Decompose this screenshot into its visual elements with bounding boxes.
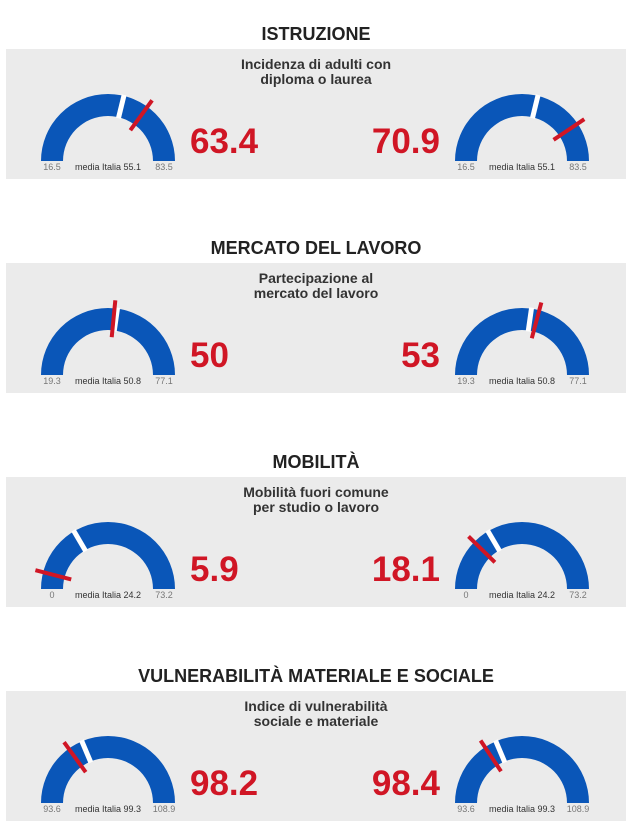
gauge-min-label: 93.6 [43, 804, 61, 814]
subtitle-line: diploma o laurea [260, 71, 372, 87]
gauge-needle [478, 739, 503, 773]
section-title: ISTRUZIONE [261, 24, 371, 44]
gauge-average-label: media Italia 24.2 [75, 590, 141, 600]
gauge-max-label: 73.2 [569, 590, 587, 600]
value-left: 50 [190, 336, 229, 375]
gauge-left: 93.6 media Italia 99.3 108.9 [41, 736, 175, 814]
gauge-panel: Indice di vulnerabilità sociale e materia… [6, 691, 626, 821]
gauge-max-label: 73.2 [155, 590, 173, 600]
average-marker [493, 739, 508, 764]
gauge-min-label: 19.3 [43, 376, 61, 386]
gauge-needle [34, 568, 72, 582]
gauge-needle [529, 302, 544, 339]
gauge-max-label: 77.1 [569, 376, 587, 386]
gauge-left: 19.3 media Italia 50.8 77.1 [41, 300, 175, 386]
gauge-average-label: media Italia 50.8 [75, 376, 141, 386]
subtitle-line: Partecipazione al [258, 270, 374, 286]
gauge-graphics: 93.6 media Italia 99.3 108.9 93.6 media Ital… [41, 736, 589, 814]
section-vulnerabilita: VULNERABILITÀ MATERIALE E SOCIALE Indice … [0, 663, 632, 823]
gauge-right: 0 media Italia 24.2 73.2 [455, 522, 589, 600]
subtitle-line: Mobilità fuori comune [243, 484, 389, 500]
gauge-right: 16.5 media Italia 55.1 83.5 [455, 94, 589, 172]
section-title: MERCATO DEL LAVORO [210, 238, 422, 258]
gauge-panel: Partecipazione al mercato del lavoro 19.3 m… [6, 263, 626, 393]
gauge-min-label: 16.5 [457, 162, 475, 172]
subtitle-line: sociale e materiale [253, 713, 379, 729]
gauge-average-label: media Italia 24.2 [489, 590, 555, 600]
gauge-right: 93.6 media Italia 99.3 108.9 [455, 736, 589, 814]
average-marker [525, 307, 535, 332]
average-marker [115, 94, 127, 119]
subtitle-line: Incidenza di adulti con [240, 56, 392, 72]
gauge-band [455, 308, 589, 375]
gauge-band [41, 94, 175, 161]
gauge-min-label: 0 [463, 590, 468, 600]
value-right: 98.4 [371, 764, 440, 803]
gauge-average-label: media Italia 99.3 [489, 804, 555, 814]
gauge-right: 19.3 media Italia 50.8 77.1 [455, 302, 589, 386]
gauge-panel: Mobilità fuori comune per studio o lavoro… [6, 477, 626, 607]
gauge-average-label: media Italia 55.1 [489, 162, 555, 172]
gauge-average-label: media Italia 55.1 [75, 162, 141, 172]
panel-subtitle: Partecipazione al mercato del lavoro [6, 271, 626, 301]
gauge-max-label: 83.5 [569, 162, 587, 172]
value-left: 5.9 [190, 550, 239, 589]
panel-subtitle: Mobilità fuori comune per studio o lavoro [6, 485, 626, 515]
gauge-panel: Incidenza di adulti con diploma o laurea 1… [6, 49, 626, 179]
gauge-needle [467, 534, 497, 564]
average-marker [79, 739, 94, 764]
average-marker [71, 529, 88, 553]
gauge-band [455, 736, 589, 803]
value-left: 63.4 [190, 122, 259, 161]
gauge-min-label: 0 [49, 590, 54, 600]
gauge-needle [552, 117, 586, 142]
gauge-average-label: media Italia 99.3 [75, 804, 141, 814]
gauge-band [41, 308, 175, 375]
value-left: 98.2 [190, 764, 259, 803]
panel-subtitle: Incidenza di adulti con diploma o laurea [6, 57, 626, 87]
gauge-min-label: 19.3 [457, 376, 475, 386]
gauge-max-label: 108.9 [567, 804, 590, 814]
gauge-graphics: 0 media Italia 24.2 73.2 0 media Italia 24.2… [34, 522, 589, 600]
section-title: VULNERABILITÀ MATERIALE E SOCIALE [138, 666, 494, 686]
gauge-min-label: 16.5 [43, 162, 61, 172]
gauge-needle [62, 741, 88, 774]
value-right: 53 [401, 336, 440, 375]
average-marker [485, 529, 502, 553]
section-istruzione: ISTRUZIONE Incidenza di adulti con diploma… [0, 21, 632, 181]
average-marker [111, 307, 121, 332]
gauge-average-label: media Italia 50.8 [489, 376, 555, 386]
section-title: MOBILITÀ [272, 452, 360, 472]
value-right: 70.9 [371, 122, 440, 161]
value-right: 18.1 [371, 550, 440, 589]
gauge-left: 0 media Italia 24.2 73.2 [34, 522, 175, 600]
gauge-needle [109, 300, 118, 338]
gauge-max-label: 108.9 [153, 804, 176, 814]
subtitle-line: mercato del lavoro [253, 285, 379, 301]
gauge-band [41, 522, 175, 589]
average-marker [529, 94, 541, 119]
gauge-graphics: 16.5 media Italia 55.1 83.5 16.5 media Itali… [41, 94, 589, 172]
gauge-max-label: 77.1 [155, 376, 173, 386]
panel-subtitle: Indice di vulnerabilità sociale e materia… [6, 699, 626, 729]
subtitle-line: Indice di vulnerabilità [244, 698, 388, 714]
gauge-max-label: 83.5 [155, 162, 173, 172]
gauge-needle [128, 99, 154, 132]
subtitle-line: per studio o lavoro [252, 499, 379, 515]
gauge-band [455, 94, 589, 161]
section-mobilita: MOBILITÀ Mobilità fuori comune per studio … [0, 449, 632, 609]
gauge-band [455, 522, 589, 589]
gauge-band [41, 736, 175, 803]
gauge-graphics: 19.3 media Italia 50.8 77.1 19.3 media Itali… [41, 300, 589, 386]
gauge-min-label: 93.6 [457, 804, 475, 814]
gauge-left: 16.5 media Italia 55.1 83.5 [41, 94, 175, 172]
section-mercato-del-lavoro: MERCATO DEL LAVORO Partecipazione al merca… [0, 235, 632, 395]
